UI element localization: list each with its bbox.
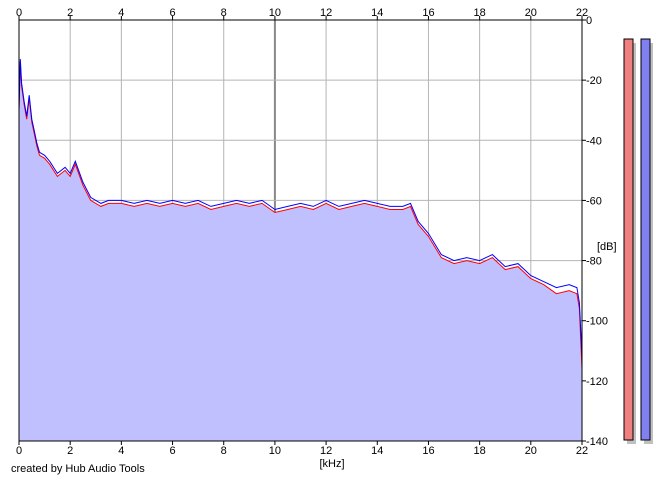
x-tick-label-bottom: 16	[422, 445, 434, 457]
plot-frame	[18, 19, 583, 442]
x-tick-label-bottom: 22	[576, 445, 588, 457]
x-tick-label-top: 18	[474, 7, 486, 19]
x-tick-label-top: 10	[269, 7, 281, 19]
x-tick-label-top: 20	[525, 7, 537, 19]
level-meter-right	[640, 38, 651, 441]
credit-text: created by Hub Audio Tools	[11, 463, 145, 475]
x-tick-label-bottom: 2	[67, 445, 73, 457]
x-tick-label-top: 22	[576, 7, 588, 19]
x-tick-label-bottom: 10	[269, 445, 281, 457]
x-tick-label-top: 14	[371, 7, 383, 19]
level-meter-left	[623, 38, 634, 441]
x-tick-label-bottom: 0	[16, 445, 22, 457]
x-tick-label-bottom: 4	[118, 445, 124, 457]
x-tick-label-bottom: 8	[221, 445, 227, 457]
y-tick-label: -100	[586, 316, 608, 328]
series-line-right	[18, 59, 583, 357]
x-tick-label-bottom: 6	[169, 445, 175, 457]
x-tick-label-top: 16	[422, 7, 434, 19]
x-tick-label-top: 2	[67, 7, 73, 19]
x-tick-label-bottom: 20	[525, 445, 537, 457]
y-tick-label: -20	[586, 75, 602, 87]
x-tick-label-bottom: 18	[474, 445, 486, 457]
x-tick-label-top: 8	[221, 7, 227, 19]
x-tick-label-top: 4	[118, 7, 124, 19]
series-line-left	[18, 62, 583, 369]
x-tick-label-top: 6	[169, 7, 175, 19]
y-tick-label: -80	[586, 256, 602, 268]
x-tick-label-bottom: 12	[320, 445, 332, 457]
y-tick-label: -40	[586, 135, 602, 147]
x-axis-label: [kHz]	[319, 458, 344, 470]
y-tick-label: 0	[586, 15, 592, 27]
y-axis-ticks: 0 -20 -40 -60 -80 -100 -120 -140	[582, 15, 608, 448]
y-tick-label: -60	[586, 195, 602, 207]
level-meters	[623, 38, 653, 444]
y-tick-label: -120	[586, 376, 608, 388]
y-tick-label: -140	[586, 436, 608, 448]
x-tick-label-top: 12	[320, 7, 332, 19]
x-tick-label-top: 0	[16, 7, 22, 19]
spectrum-fill-area	[19, 62, 582, 441]
x-tick-label-bottom: 14	[371, 445, 383, 457]
y-axis-label: [dB]	[597, 241, 617, 253]
